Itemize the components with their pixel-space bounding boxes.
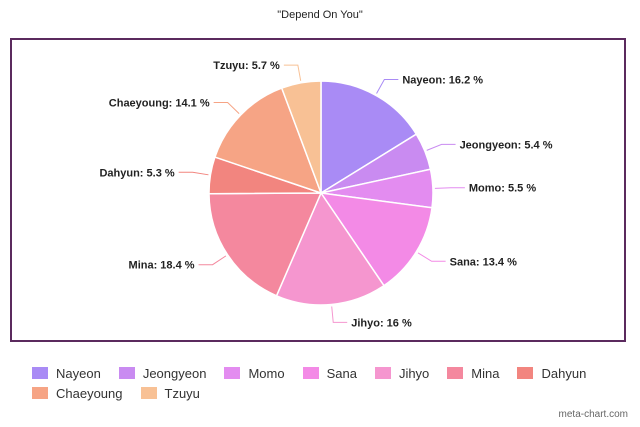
legend-swatch bbox=[224, 367, 241, 379]
data-label-sana: Sana: 13.4 % bbox=[450, 256, 517, 268]
legend-swatch bbox=[447, 367, 464, 379]
legend-label: Jihyo bbox=[398, 365, 430, 381]
data-label-mina: Mina: 18.4 % bbox=[129, 260, 195, 272]
data-label-jeongyeon: Jeongyeon: 5.4 % bbox=[460, 139, 553, 151]
leader-line-tzuyu bbox=[283, 64, 302, 81]
plot-area: Nayeon: 16.2 % Jeongyeon: 5.4 % Momo: 5.5 … bbox=[10, 38, 626, 342]
data-label-jihyo: Jihyo: 16 % bbox=[351, 317, 412, 329]
pie-chart: Nayeon: 16.2 % Jeongyeon: 5.4 % Momo: 5.5 … bbox=[99, 60, 553, 329]
legend-item-dahyun[interactable]: Dahyun bbox=[517, 363, 586, 383]
legend: Nayeon Jeongyeon Momo Sana Jihyo Mina Dahyun Ch… bbox=[32, 363, 632, 403]
legend-item-mina[interactable]: Mina bbox=[447, 363, 499, 383]
data-label-dahyun: Dahyun: 5.3 % bbox=[99, 167, 174, 179]
legend-swatch bbox=[302, 367, 319, 379]
legend-label: Jeongyeon bbox=[142, 365, 207, 381]
pie-slice-chaeyoung[interactable] bbox=[213, 87, 323, 195]
leader-line-mina bbox=[198, 255, 227, 266]
legend-swatch bbox=[118, 367, 135, 379]
pie-slice-mina[interactable] bbox=[208, 192, 323, 297]
leader-line-nayeon bbox=[376, 78, 399, 94]
legend-item-sana[interactable]: Sana bbox=[302, 363, 357, 383]
pie-slice-tzuyu[interactable] bbox=[280, 80, 322, 194]
leader-line-sana bbox=[417, 252, 446, 262]
leader-line-jihyo bbox=[331, 306, 348, 323]
data-label-momo: Momo: 5.5 % bbox=[469, 183, 536, 195]
legend-item-tzuyu[interactable]: Tzuyu bbox=[140, 383, 200, 403]
legend-item-momo[interactable]: Momo bbox=[224, 363, 285, 383]
legend-swatch bbox=[517, 367, 534, 379]
data-label-tzuyu: Tzuyu: 5.7 % bbox=[213, 60, 280, 72]
leader-line-chaeyoung bbox=[213, 102, 240, 115]
legend-item-jihyo[interactable]: Jihyo bbox=[374, 363, 430, 383]
legend-swatch bbox=[140, 387, 157, 399]
legend-label: Mina bbox=[471, 365, 500, 381]
leader-line-dahyun bbox=[178, 171, 209, 176]
leader-line-jeongyeon bbox=[426, 143, 456, 151]
leader-line-momo bbox=[434, 187, 465, 189]
legend-label: Tzuyu bbox=[164, 385, 200, 401]
legend-swatch bbox=[32, 387, 48, 399]
data-label-nayeon: Nayeon: 16.2 % bbox=[402, 74, 483, 86]
chart-title: "Depend On You" bbox=[277, 9, 363, 21]
legend-swatch bbox=[374, 367, 391, 379]
pie-slice-jihyo[interactable] bbox=[275, 191, 385, 306]
legend-label: Sana bbox=[326, 365, 357, 381]
legend-label: Dahyun bbox=[541, 365, 587, 381]
legend-label: Momo bbox=[248, 365, 285, 381]
data-label-chaeyoung: Chaeyoung: 14.1 % bbox=[109, 98, 210, 110]
legend-item-jeongyeon[interactable]: Jeongyeon bbox=[118, 363, 207, 383]
watermark: meta-chart.com bbox=[558, 409, 628, 420]
legend-item-nayeon[interactable]: Nayeon bbox=[32, 363, 101, 383]
pie-slice-sana[interactable] bbox=[319, 192, 433, 287]
legend-label: Nayeon bbox=[56, 365, 101, 381]
legend-swatch bbox=[32, 367, 48, 379]
pie-slice-nayeon[interactable] bbox=[320, 80, 418, 195]
legend-label: Chaeyoung bbox=[56, 385, 123, 401]
legend-item-chaeyoung[interactable]: Chaeyoung bbox=[32, 383, 123, 403]
